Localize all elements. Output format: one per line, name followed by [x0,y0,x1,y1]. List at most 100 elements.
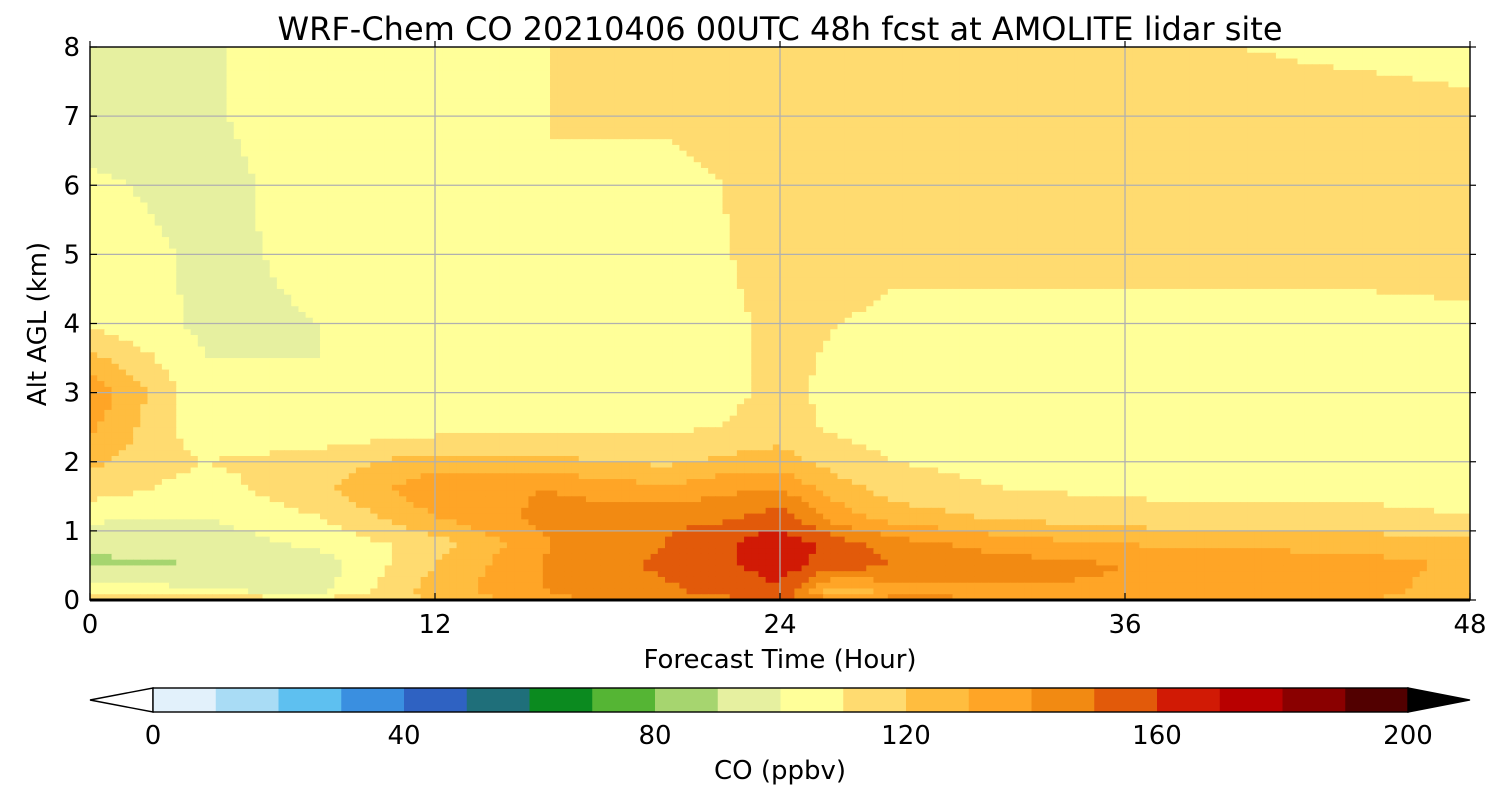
field-cell [736,110,745,117]
field-cell [1053,52,1061,60]
field-cell [521,133,530,140]
field-cell [909,104,918,111]
field-cell [535,133,544,140]
field-cell [1247,110,1255,117]
field-cell [1462,104,1470,111]
field-cell [1053,121,1061,129]
field-cell [1283,150,1291,158]
field-cell [284,81,292,88]
field-cell [1132,173,1140,181]
field-cell [1254,64,1263,71]
field-cell [1290,173,1299,181]
field-cell [1196,133,1205,140]
field-cell [1132,133,1140,140]
field-cell [1275,139,1284,146]
field-cell [859,47,867,54]
field-cell [715,81,724,88]
field-cell [700,167,709,175]
field-cell [880,162,889,169]
field-cell [1168,75,1176,83]
field-cell [1304,191,1313,198]
field-cell [1398,185,1406,192]
field-cell [1211,58,1220,65]
field-cell [722,87,731,94]
field-cell [1081,98,1090,106]
field-cell [140,179,149,186]
field-cell [1117,144,1126,152]
field-cell [873,162,882,169]
field-cell [1355,52,1363,60]
field-cell [169,127,177,135]
field-cell [614,64,623,71]
field-cell [1103,70,1112,77]
field-cell [1160,47,1169,54]
field-cell [147,133,156,140]
field-cell [981,116,990,123]
field-cell [542,162,551,169]
field-cell [1398,58,1406,65]
field-cell [959,110,968,117]
field-cell [952,121,961,129]
field-cell [147,87,156,94]
field-cell [923,127,932,135]
field-cell [284,185,292,192]
field-cell [1211,144,1220,152]
field-cell [1103,185,1112,192]
field-cell [1290,144,1299,152]
field-cell [636,110,645,117]
field-cell [1031,133,1040,140]
field-cell [1096,133,1105,140]
field-cell [463,185,472,192]
field-cell [593,64,601,71]
field-cell [205,58,213,65]
field-cell [111,191,120,198]
field-cell [974,173,982,181]
field-cell [528,179,537,186]
field-cell [1204,150,1212,158]
field-cell [1160,121,1169,129]
field-cell [528,156,537,163]
field-cell [1333,127,1342,135]
field-cell [161,173,170,181]
field-cell [197,133,206,140]
field-cell [909,81,918,88]
field-cell [981,81,990,88]
field-cell [535,64,544,71]
field-cell [722,185,731,192]
field-cell [233,93,242,100]
field-cell [966,81,975,88]
field-cell [945,47,954,54]
field-cell [693,185,702,192]
field-cell [355,156,364,163]
field-cell [1017,133,1025,140]
field-cell [1419,162,1428,169]
field-cell [334,116,343,123]
field-cell [1110,167,1119,175]
field-cell [866,116,875,123]
field-cell [593,93,601,100]
field-cell [1196,185,1205,192]
field-cell [197,70,206,77]
field-cell [284,150,292,158]
field-cell [305,156,314,163]
field-cell [90,156,98,163]
field-cell [866,104,875,111]
field-cell [801,127,810,135]
field-cell [636,70,645,77]
field-cell [1376,179,1385,186]
field-cell [118,87,127,94]
field-cell [1175,167,1184,175]
field-cell [1031,110,1040,117]
field-cell [952,144,961,152]
field-cell [183,87,192,94]
field-cell [1196,179,1205,186]
field-cell [765,191,774,198]
field-cell [1038,133,1047,140]
field-cell [1311,81,1320,88]
field-cell [643,64,652,71]
field-cell [1347,93,1356,100]
field-cell [686,139,695,146]
field-cell [851,179,860,186]
field-cell [1153,191,1162,198]
field-cell [909,167,918,175]
